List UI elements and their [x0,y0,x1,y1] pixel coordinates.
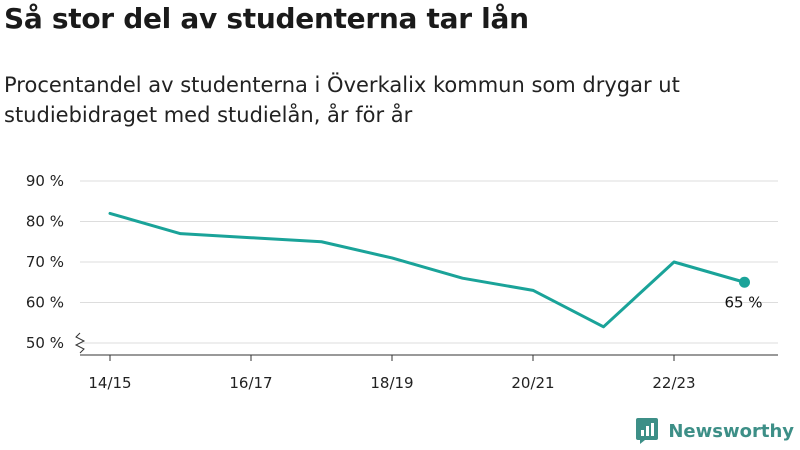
y-tick-label: 70 % [26,253,64,271]
x-tick-label: 22/23 [652,374,695,392]
x-tick-label: 20/21 [511,374,554,392]
newsworthy-logo: Newsworthy [636,418,794,444]
end-value-label: 65 % [724,293,762,311]
series-line [108,211,746,329]
x-tick-label: 14/15 [88,374,131,392]
chart-title: Så stor del av studenterna tar lån [4,2,529,35]
chart-subtitle: Procentandel av studenterna i Överkalix … [4,73,680,127]
y-tick-label: 80 % [26,213,64,231]
axis-break-icon [74,332,86,354]
y-tick-label: 50 % [26,334,64,352]
newsworthy-logo-icon [636,418,659,444]
end-point-marker [739,276,750,288]
x-tick-label: 18/19 [370,374,413,392]
y-tick-label: 60 % [26,294,64,312]
x-tick-label: 16/17 [229,374,272,392]
y-tick-label: 90 % [26,172,64,190]
newsworthy-logo-text: Newsworthy [668,420,794,442]
